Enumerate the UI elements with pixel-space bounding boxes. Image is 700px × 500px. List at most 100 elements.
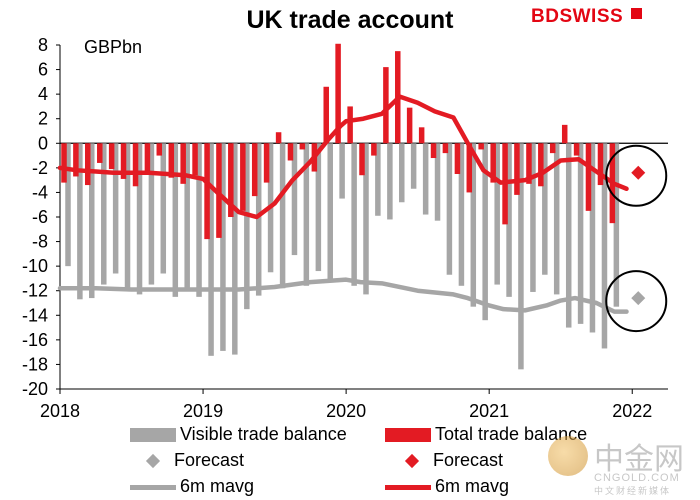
bar-total-trade-balance [335, 43, 341, 144]
bar-visible-trade-balance [530, 143, 536, 292]
bar-total-trade-balance [406, 107, 413, 144]
y-tick-label: -10 [22, 256, 48, 276]
legend-line-red-icon [385, 484, 431, 490]
bar-visible-trade-balance [160, 143, 167, 274]
bar-total-trade-balance [204, 143, 210, 240]
bar-visible-trade-balance [291, 143, 298, 256]
bar-total-trade-balance [85, 143, 91, 186]
line-6m-mavg-grey [57, 277, 629, 314]
bar-visible-trade-balance [434, 143, 441, 221]
legend-label-forecast-grey: Forecast [174, 450, 245, 470]
x-tick-label: 2022 [612, 401, 652, 421]
legend-label-total: Total trade balance [435, 424, 588, 444]
bar-total-trade-balance [144, 143, 151, 172]
bar-visible-trade-balance [89, 143, 95, 299]
bar-total-trade-balance [108, 143, 115, 170]
legend-line-grey-icon [130, 484, 176, 490]
watermark-url: CNGOLD.COM [594, 472, 680, 484]
bar-total-trade-balance [573, 143, 580, 156]
bar-visible-trade-balance [375, 143, 381, 216]
bar-visible-trade-balance [601, 143, 608, 349]
legend-label-forecast-red: Forecast [433, 450, 504, 470]
legend-item-total: Total trade balance [385, 424, 587, 445]
bar-total-trade-balance [430, 143, 437, 159]
bar-total-trade-balance [538, 143, 544, 187]
bar-visible-trade-balance [518, 143, 524, 370]
x-tick-label: 2019 [183, 401, 223, 421]
bar-visible-trade-balance [613, 143, 620, 307]
bar-visible-trade-balance [101, 143, 107, 285]
bar-visible-trade-balance [172, 143, 179, 297]
bar-total-trade-balance [383, 67, 389, 144]
bar-total-trade-balance [132, 143, 139, 187]
legend-item-forecast-grey: Forecast [145, 450, 245, 471]
y-tick-label: -18 [22, 354, 48, 374]
bar-visible-trade-balance [339, 143, 345, 199]
bar-total-trade-balance [275, 132, 282, 144]
bar-visible-trade-balance [422, 143, 429, 215]
bar-total-trade-balance [442, 143, 449, 154]
chart-title: UK trade account [246, 6, 454, 34]
bar-visible-trade-balance [208, 143, 214, 356]
y-tick-label: -14 [22, 305, 48, 325]
bar-visible-trade-balance [577, 143, 584, 324]
y-tick-label: -16 [22, 330, 48, 350]
bar-total-trade-balance [561, 124, 568, 144]
legend-bar-grey-icon [130, 428, 176, 443]
bar-visible-trade-balance [482, 143, 488, 321]
bar-total-trade-balance [585, 143, 592, 211]
legend-label-visible: Visible trade balance [180, 424, 347, 444]
legend-diamond-grey-icon [145, 454, 161, 469]
bar-visible-trade-balance [279, 143, 286, 289]
y-tick-label: 8 [38, 35, 48, 55]
bar-visible-trade-balance [327, 143, 333, 281]
bar-total-trade-balance [180, 143, 186, 184]
legend-item-mavg-red: 6m mavg [385, 476, 509, 497]
bar-total-trade-balance [466, 143, 473, 193]
bar-visible-trade-balance [589, 143, 596, 333]
bar-visible-trade-balance [124, 143, 131, 289]
bar-total-trade-balance [359, 143, 365, 176]
bar-visible-trade-balance [565, 143, 572, 328]
bar-total-trade-balance [418, 127, 425, 144]
x-tick-label: 2020 [326, 401, 366, 421]
bar-total-trade-balance [156, 143, 163, 156]
y-axis-label: GBPbn [84, 37, 142, 57]
bar-visible-trade-balance [184, 143, 190, 289]
legend-bar-red-icon [385, 428, 431, 443]
bar-visible-trade-balance [148, 143, 155, 285]
bar-total-trade-balance [240, 143, 246, 211]
y-tick-label: 4 [38, 84, 48, 104]
brand-logo: BDSWISS [531, 6, 642, 28]
forecast-point-grey [631, 291, 646, 306]
bar-visible-trade-balance [112, 143, 119, 274]
brand-logo-text: BDSWISS [531, 6, 624, 27]
y-tick-label: 0 [38, 133, 48, 153]
bar-total-trade-balance [263, 143, 270, 183]
bar-visible-trade-balance [220, 143, 226, 351]
bar-visible-trade-balance [244, 143, 250, 310]
bar-total-trade-balance [490, 143, 496, 183]
bar-total-trade-balance [287, 143, 294, 161]
y-tick-label: -8 [32, 232, 48, 252]
legend-label-mavg-grey: 6m mavg [180, 476, 255, 496]
bar-visible-trade-balance [494, 143, 500, 285]
bar-visible-trade-balance [65, 143, 71, 267]
y-tick-label: -4 [32, 182, 48, 202]
bar-total-trade-balance [120, 143, 127, 179]
bar-total-trade-balance [478, 143, 484, 150]
watermark-name: 中金网 [594, 442, 684, 477]
bar-total-trade-balance [168, 143, 175, 178]
bar-total-trade-balance [228, 143, 234, 217]
line-6m-mavg-red [57, 94, 629, 220]
bar-total-trade-balance [73, 143, 79, 177]
bar-visible-trade-balance [542, 143, 548, 275]
bar-visible-trade-balance [470, 143, 477, 307]
legend-item-visible: Visible trade balance [130, 424, 347, 445]
legend-item-mavg-grey: 6m mavg [130, 476, 254, 497]
y-tick-label: -2 [32, 158, 48, 178]
bar-visible-trade-balance [399, 143, 405, 203]
bar-visible-trade-balance [196, 143, 202, 297]
bar-visible-trade-balance [410, 143, 417, 189]
